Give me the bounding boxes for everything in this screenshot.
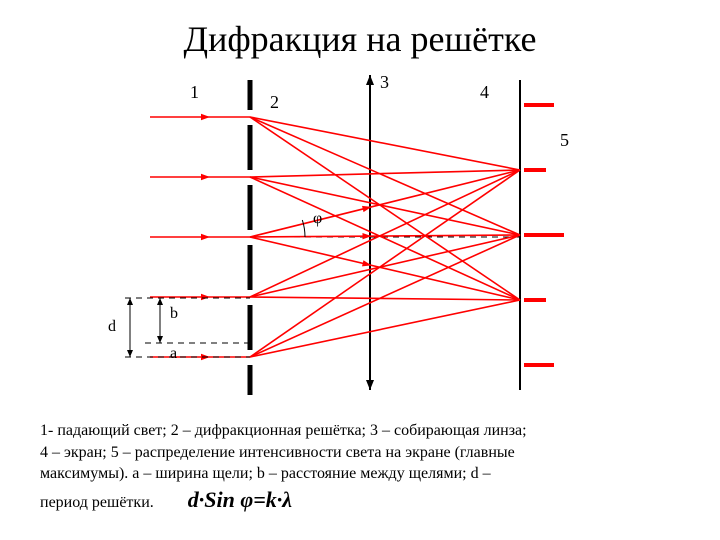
caption-line-3: максимумы). a – ширина щели; b – расстоя…: [40, 465, 491, 482]
label-phi: φ: [313, 210, 322, 228]
label-4: 4: [480, 82, 489, 103]
label-5: 5: [560, 130, 569, 151]
caption-line-1: 1- падающий свет; 2 – дифракционная решё…: [40, 422, 527, 439]
label-b: b: [170, 305, 178, 323]
page-title: Дифракция на решётке: [0, 18, 720, 60]
diffraction-diagram: 1 2 3 4 5 φ d b a: [90, 70, 630, 400]
caption: 1- падающий свет; 2 – дифракционная решё…: [40, 420, 680, 514]
label-3: 3: [380, 72, 389, 93]
label-1: 1: [190, 82, 199, 103]
label-a: a: [170, 345, 177, 363]
label-2: 2: [270, 92, 279, 113]
caption-last-prefix: период решётки.: [40, 494, 154, 511]
caption-line-2: 4 – экран; 5 – распределение интенсивнос…: [40, 444, 515, 461]
formula: d·Sin φ=k·λ: [158, 487, 292, 512]
label-d: d: [108, 318, 116, 336]
